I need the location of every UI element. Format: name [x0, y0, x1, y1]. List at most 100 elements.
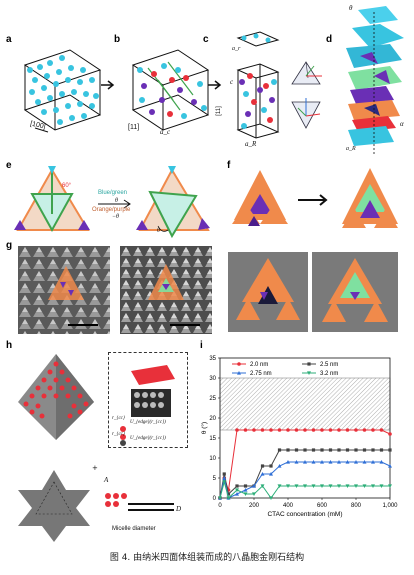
ac-label-b: a_c — [160, 128, 171, 136]
panel-label-h: h — [6, 340, 13, 351]
data-point — [243, 428, 248, 432]
uedge-label-2: U_{edge}(r_{cc}) — [130, 436, 166, 441]
data-point — [235, 492, 239, 496]
panel-i-chart: 0 5 10 15 20 25 30 35 0 200 400 600 800 1,000 CTAC con… — [200, 356, 398, 518]
x-tick-label: 0 — [218, 503, 222, 509]
data-point — [277, 448, 282, 452]
legend-label: 2.0 nm — [250, 362, 268, 368]
data-point — [320, 484, 324, 488]
figure-caption: 图 4. 由纳米四面体组装而成的八晶胞金刚石结构 — [109, 553, 305, 563]
legend-marker — [237, 371, 241, 375]
data-point — [277, 428, 282, 432]
data-point — [345, 460, 350, 464]
data-point — [388, 432, 392, 436]
aR-label-c: a_R — [245, 140, 257, 148]
legend-marker — [307, 371, 311, 375]
c-axis-label: c — [230, 78, 234, 86]
data-point — [222, 472, 226, 476]
data-point — [388, 464, 392, 468]
panel-label-c: c — [203, 34, 209, 45]
rcc-label-1: r_{cc} — [112, 416, 125, 421]
data-point — [226, 492, 231, 496]
theta-label-d: θ — [349, 4, 353, 12]
y-tick-label: 35 — [209, 356, 216, 362]
data-point — [388, 448, 392, 452]
panel-label-f: f — [227, 160, 231, 171]
arrow-a-to-b — [101, 80, 115, 90]
data-point — [371, 428, 375, 432]
data-point — [286, 448, 290, 452]
data-point — [294, 448, 299, 452]
arrow-b-to-c — [208, 80, 222, 90]
scale-bar-2 — [170, 324, 200, 326]
panel-label-d: d — [326, 34, 333, 45]
data-point — [294, 428, 299, 432]
data-point — [371, 460, 375, 464]
data-point — [337, 428, 341, 432]
data-point — [362, 428, 367, 432]
plus-label: + — [92, 464, 98, 472]
data-point — [371, 448, 375, 452]
data-point — [303, 448, 307, 452]
data-point — [320, 428, 324, 432]
alpha-label-d: α — [400, 120, 404, 128]
legend-marker — [237, 362, 241, 366]
data-point — [362, 448, 367, 452]
A-label: A — [104, 476, 109, 484]
plot-frame — [219, 357, 391, 499]
data-point — [243, 484, 248, 488]
ar-label-c: a_r — [232, 46, 241, 52]
panel-a-lattice — [23, 49, 102, 133]
data-point — [226, 496, 231, 500]
x-tick-label: 600 — [317, 503, 328, 509]
data-point — [328, 448, 333, 452]
y-tick-label: 0 — [213, 496, 217, 502]
x-tick-label: 400 — [283, 503, 294, 509]
micelle-inset-box — [108, 352, 188, 448]
series-line-1 — [219, 449, 390, 499]
data-point — [320, 460, 324, 464]
data-point — [269, 428, 273, 432]
angle-60-label: 60° — [62, 183, 72, 189]
scale-bar-1 — [68, 324, 98, 326]
micelle-diameter-diagram — [105, 493, 174, 511]
neg-theta-label-e: −θ — [112, 214, 119, 220]
render-orange-cluster — [228, 252, 308, 332]
data-point — [379, 448, 384, 452]
data-point — [286, 484, 290, 488]
uedge-label-1: U_{edge}(r_{cc}) — [130, 420, 166, 425]
data-point — [277, 464, 282, 468]
y-tick-label: 5 — [213, 476, 217, 482]
render-green-cluster — [312, 252, 398, 332]
data-point — [354, 448, 358, 452]
data-point — [260, 464, 265, 468]
panel-h-octahedron — [18, 354, 94, 440]
panel-label-g: g — [6, 240, 13, 251]
series-line-3 — [219, 480, 390, 499]
data-point — [379, 460, 384, 464]
data-point — [294, 460, 299, 464]
y-tick-label: 25 — [209, 396, 216, 402]
data-point — [345, 448, 350, 452]
data-point — [354, 460, 358, 464]
data-point — [337, 460, 341, 464]
data-point — [286, 428, 290, 432]
data-point — [260, 484, 265, 488]
data-point — [337, 484, 341, 488]
panel-label-a: a — [6, 34, 12, 45]
data-point — [222, 476, 227, 480]
data-point — [328, 484, 333, 488]
rcc-label-2: r_{cc} — [112, 432, 125, 437]
data-point — [303, 428, 307, 432]
panel-f-assembly — [232, 168, 398, 228]
series-line-0 — [219, 429, 391, 499]
micelle-diameter-label: Micelle diameter — [112, 526, 156, 532]
panel-h-star — [18, 470, 90, 542]
data-point — [277, 484, 282, 488]
data-point — [269, 472, 273, 476]
panel-d-stack — [346, 6, 404, 154]
tetrahedron-inset-1 — [291, 61, 322, 85]
data-point — [311, 460, 316, 464]
data-point — [303, 460, 307, 464]
data-point — [235, 488, 239, 492]
